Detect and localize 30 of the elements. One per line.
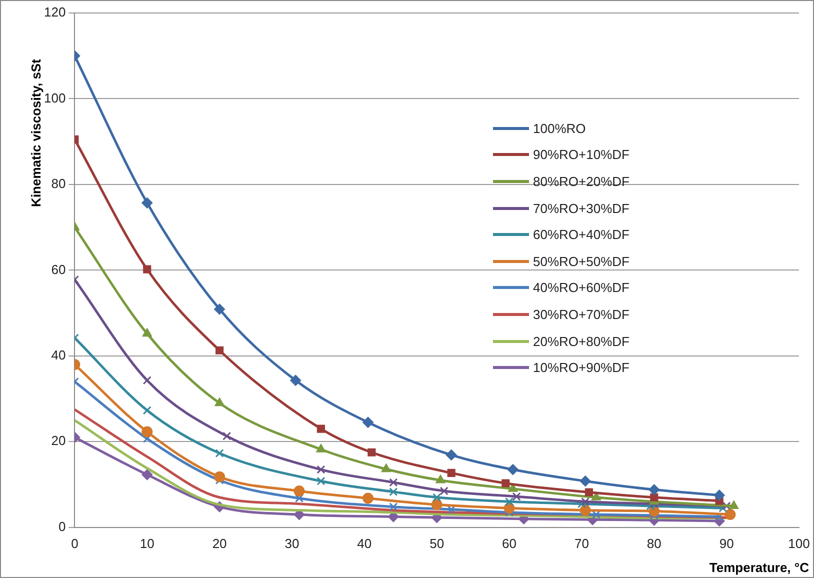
y-tick-label: 80: [51, 176, 66, 192]
x-tick-label: 90: [719, 536, 734, 551]
y-tick-label: 20: [51, 433, 66, 448]
legend-label: 60%RO+40%DF: [533, 227, 630, 242]
legend-label: 80%RO+20%DF: [533, 174, 630, 189]
x-tick-label: 10: [140, 536, 154, 551]
y-axis-title: Kinematic viscosity, sSt: [28, 58, 44, 207]
y-tick-label: 60: [51, 262, 66, 277]
legend-label: 70%RO+30%DF: [533, 200, 630, 216]
legend-label: 20%RO+80%DF: [533, 334, 630, 349]
y-tick-label: 120: [44, 4, 66, 20]
x-tick-label: 30: [284, 536, 300, 551]
x-axis-title: Temperature, °C: [709, 560, 810, 576]
y-tick-label: 40: [51, 348, 66, 363]
x-tick-label: 80: [646, 536, 662, 551]
y-tick-label: 100: [44, 90, 66, 106]
legend-label: 90%RO+10%DF: [533, 147, 630, 162]
x-tick-label: 60: [502, 536, 517, 551]
y-tick-label: 0: [58, 518, 66, 534]
x-tick-label: 100: [788, 536, 810, 551]
x-tick-label: 0: [71, 536, 78, 551]
legend-label: 40%RO+60%DF: [533, 280, 630, 296]
legend-label: 100%RO: [533, 120, 586, 136]
x-tick-label: 70: [574, 536, 589, 551]
legend-label: 50%RO+50%DF: [533, 254, 630, 269]
x-tick-label: 40: [357, 536, 372, 551]
legend-label: 30%RO+70%DF: [533, 306, 630, 322]
legend-label: 10%RO+90%DF: [533, 360, 630, 376]
x-tick-label: 20: [212, 536, 227, 551]
x-tick-label: 50: [430, 536, 444, 551]
